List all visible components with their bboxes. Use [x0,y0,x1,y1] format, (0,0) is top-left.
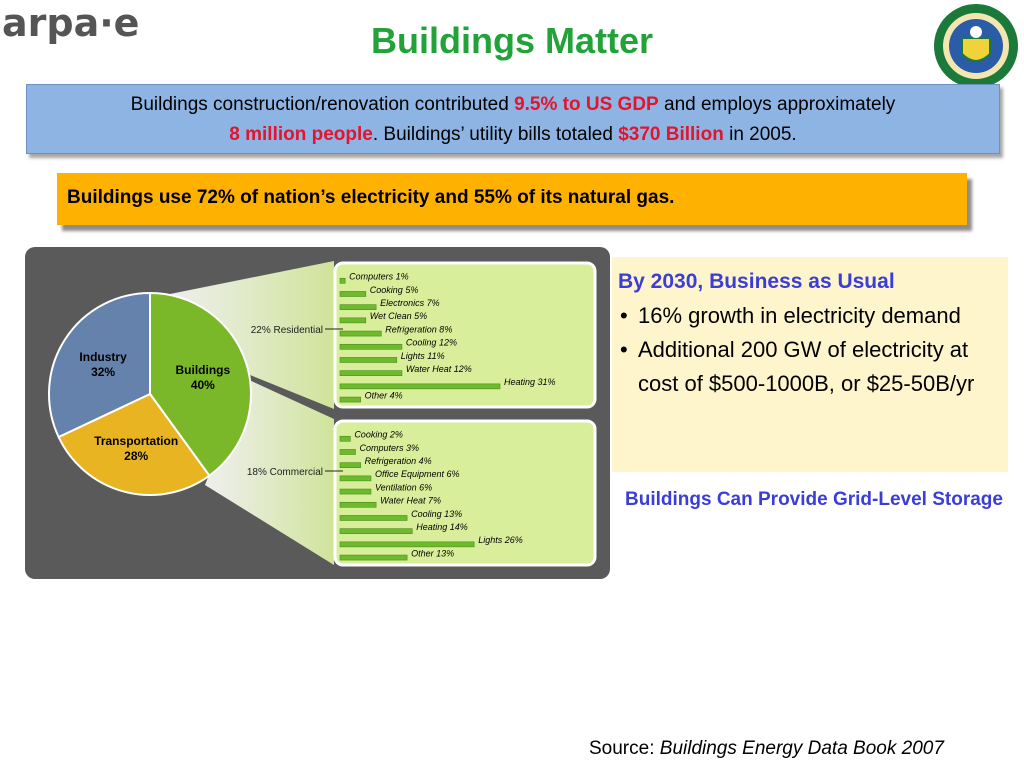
arpa-e-logo: arpa·e [2,2,139,45]
residential-bar [339,343,403,350]
pie-label-buildings: Buildings [175,363,230,377]
commercial-bar-label: Water Heat 7% [380,496,441,506]
electricity-usage-callout: Buildings use 72% of nation’s electricit… [57,173,967,225]
pie-value-buildings: 40% [191,378,215,392]
commercial-bar [339,449,356,455]
residential-group-label: 22% Residential [251,325,323,336]
residential-bar-label: Other 4% [365,390,403,400]
banner-text-1: Buildings construction/renovation contri… [130,94,515,115]
pie-value-transportation: 28% [124,449,148,463]
commercial-bar-label: Other 13% [411,548,454,558]
commercial-bar [339,528,413,534]
utility-bills-highlight: $370 Billion [618,124,724,145]
commercial-bar [339,541,475,548]
residential-bar-label: Cooling 12% [406,338,457,348]
pie-slice-industry [48,291,151,439]
commercial-bar [339,501,377,508]
source-label: Source: [589,738,660,759]
pie-value-industry: 32% [91,365,115,379]
residential-bar-label: Cooking 5% [370,285,419,295]
commercial-bar-label: Cooling 13% [411,509,462,519]
bullet-icon: • [620,337,628,362]
department-of-energy-seal [934,4,1018,88]
commercial-bar-label: Lights 26% [478,535,523,545]
residential-bar [339,277,346,284]
storage-note: Buildings Can Provide Grid-Level Storage [625,489,1003,510]
residential-bar-label: Computers 1% [349,272,409,282]
energy-chart-panel: Buildings 40% Transportation 28% Industry 32%… [25,247,610,579]
forecast-bullet: • Additional 200 GW of electricity at cos… [618,333,1008,401]
forecast-box: By 2030, Business as Usual • 16% growth i… [612,257,1008,472]
commercial-bar [339,488,372,495]
bullet-icon: • [620,303,628,328]
residential-bar-label: Wet Clean 5% [370,311,427,321]
residential-bar-label: Heating 31% [504,377,556,387]
pie-slice-buildings [149,291,252,478]
pie-label-industry: Industry [79,350,127,364]
pie-slice-transportation [57,392,211,496]
residential-bar-label: Lights 11% [401,351,445,361]
commercial-bar [339,462,361,468]
residential-bar [339,370,403,376]
commercial-bar-label: Refrigeration 4% [365,456,432,466]
key-facts-banner: Buildings construction/renovation contri… [26,84,1000,154]
commercial-bar-label: Heating 14% [416,522,468,532]
source-title: Buildings Energy Data Book 2007 [659,738,944,759]
commercial-bar [339,515,408,521]
source-citation: Source: Buildings Energy Data Book 2007 [589,738,944,760]
residential-bar [339,291,367,297]
commercial-bar [339,475,372,482]
residential-bar [339,317,367,324]
commercial-bar [339,435,351,442]
residential-bar [339,330,382,337]
commercial-bar-label: Cooking 2% [354,430,403,440]
banner-text-3: . Buildings’ utility bills totaled [372,124,619,145]
commercial-bar [339,554,408,561]
forecast-bullet-text: 16% growth in electricity demand [638,303,961,328]
commercial-bar-label: Computers 3% [359,443,419,453]
employment-highlight: 8 million people [229,124,373,145]
residential-fan [165,261,334,409]
forecast-bullet: • 16% growth in electricity demand [618,299,1008,333]
forecast-heading: By 2030, Business as Usual [618,270,895,293]
arpa-e-logo-text: arpa·e [2,2,139,45]
commercial-bar-label: Ventilation 6% [375,482,432,492]
forecast-list: • 16% growth in electricity demand • Addit… [618,299,1008,401]
commercial-group-label: 18% Commercial [247,467,323,478]
banner-text-2: and employs approximately [658,94,896,115]
residential-bar-label: Electronics 7% [380,298,440,308]
residential-bar [339,383,501,390]
pie-label-transportation: Transportation [94,434,178,448]
residential-bar-label: Water Heat 12% [406,364,472,374]
banner-text-4: in 2005. [723,124,797,145]
page-title: Buildings Matter [370,20,653,61]
gdp-highlight: 9.5% to US GDP [514,94,659,115]
residential-bar [339,396,361,403]
residential-bar [339,304,377,310]
residential-bar [339,357,398,363]
forecast-bullet-text: Additional 200 GW of electricity at cost… [638,337,975,396]
residential-bar-label: Refrigeration 8% [385,324,452,334]
commercial-bar-label: Office Equipment 6% [375,469,460,479]
